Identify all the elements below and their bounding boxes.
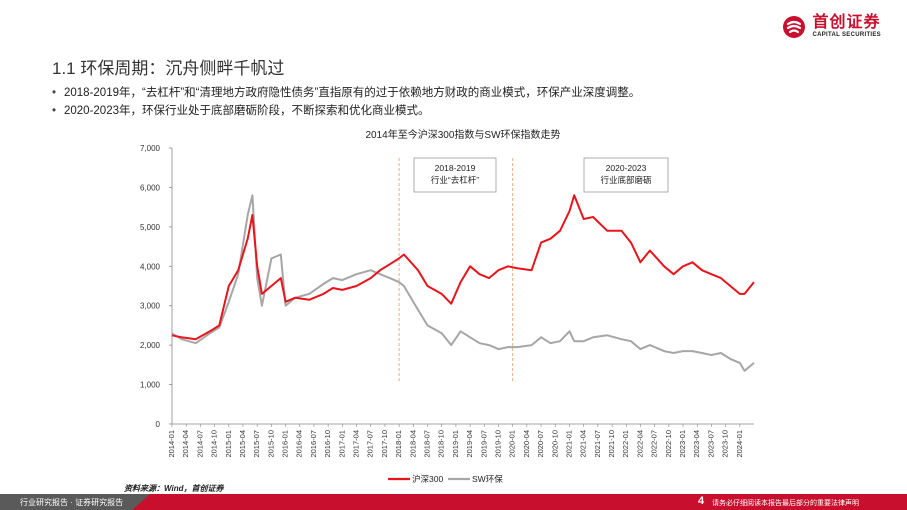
y-tick-label: 6,000 bbox=[140, 183, 161, 192]
x-tick-label: 2018-01 bbox=[394, 430, 403, 458]
x-tick-label: 2023-04 bbox=[692, 430, 701, 458]
x-tick-label: 2021-07 bbox=[593, 430, 602, 458]
sw-env-series-line bbox=[171, 194, 755, 372]
x-tick-label: 2015-01 bbox=[224, 430, 233, 458]
x-tick-label: 2022-10 bbox=[664, 430, 673, 458]
x-tick-label: 2024-01 bbox=[735, 430, 744, 458]
x-tick-label: 2015-10 bbox=[266, 430, 275, 458]
x-tick-label: 2015-04 bbox=[238, 430, 247, 458]
page-number: 4 bbox=[698, 495, 705, 507]
x-tick-label: 2017-07 bbox=[366, 430, 375, 458]
y-tick-label: 5,000 bbox=[140, 223, 161, 232]
page-title: 1.1 环保周期：沉舟侧畔千帆过 bbox=[52, 59, 285, 78]
bullet-item: 2018-2019年，“去杠杆”和“清理地方政府隐性债务”直指原有的过于依赖地方… bbox=[52, 84, 640, 102]
x-tick-label: 2018-10 bbox=[437, 430, 446, 458]
legend-label: 沪深300 bbox=[412, 474, 443, 484]
x-tick-label: 2019-07 bbox=[479, 430, 488, 458]
y-tick-label: 1,000 bbox=[140, 381, 161, 390]
period-annotation-box bbox=[413, 157, 497, 193]
x-tick-label: 2019-10 bbox=[493, 430, 502, 458]
x-tick-label: 2014-10 bbox=[210, 430, 219, 458]
period-annotation-text: 2018-2019 bbox=[435, 163, 476, 173]
bullet-list: 2018-2019年，“去杠杆”和“清理地方政府隐性债务”直指原有的过于依赖地方… bbox=[52, 84, 640, 120]
footer-report-type: 行业研究报告 · 证券研究报告 bbox=[20, 498, 124, 507]
x-tick-label: 2020-10 bbox=[550, 430, 559, 458]
period-annotation-text: 行业底部磨砺 bbox=[600, 175, 652, 185]
x-tick-label: 2016-01 bbox=[281, 430, 290, 458]
x-tick-label: 2023-01 bbox=[678, 430, 687, 458]
data-source: 资料来源：Wind，首创证券 bbox=[124, 484, 224, 493]
bullet-item: 2020-2023年，环保行业处于底部磨砺阶段，不断探索和优化商业模式。 bbox=[52, 102, 640, 120]
x-tick-label: 2017-10 bbox=[380, 430, 389, 458]
x-tick-label: 2016-04 bbox=[295, 430, 304, 458]
y-tick-label: 7,000 bbox=[140, 144, 161, 153]
x-tick-label: 2023-07 bbox=[706, 430, 715, 458]
period-annotation-text: 行业“去杠杆” bbox=[431, 175, 479, 185]
y-tick-label: 3,000 bbox=[140, 302, 161, 311]
capital-securities-logo-icon bbox=[783, 15, 806, 38]
x-tick-label: 2022-07 bbox=[650, 430, 659, 458]
x-tick-label: 2018-04 bbox=[408, 430, 417, 458]
x-tick-label: 2017-01 bbox=[337, 430, 346, 458]
y-tick-label: 2,000 bbox=[140, 341, 161, 350]
x-tick-label: 2019-01 bbox=[451, 430, 460, 458]
x-tick-label: 2023-10 bbox=[721, 430, 730, 458]
legal-disclaimer: 请务必仔细阅读本报告最后部分的重要法律声明 bbox=[712, 500, 859, 507]
x-tick-label: 2021-04 bbox=[579, 430, 588, 458]
footer-left-panel bbox=[0, 494, 150, 510]
x-tick-label: 2016-10 bbox=[323, 430, 332, 458]
x-tick-label: 2017-04 bbox=[352, 430, 361, 458]
legend-label: SW环保 bbox=[472, 474, 503, 484]
x-tick-label: 2014-07 bbox=[195, 430, 204, 458]
x-tick-label: 2018-07 bbox=[422, 430, 431, 458]
period-annotation-box bbox=[583, 157, 669, 193]
brand-name-en: CAPITAL SECURITIES bbox=[812, 32, 881, 38]
period-annotation-text: 2020-2023 bbox=[606, 163, 647, 173]
x-tick-label: 2021-01 bbox=[564, 430, 573, 458]
x-tick-label: 2020-07 bbox=[536, 430, 545, 458]
x-tick-label: 2022-04 bbox=[635, 430, 644, 458]
index-trend-chart: 2014年至今沪深300指数与SW环保指数走势 0 1,000 2,000 3,000 4… bbox=[140, 128, 755, 484]
x-tick-label: 2016-07 bbox=[309, 430, 318, 458]
x-tick-label: 2020-01 bbox=[508, 430, 517, 458]
y-tick-label: 0 bbox=[156, 420, 161, 429]
x-tick-label: 2014-04 bbox=[181, 430, 190, 458]
x-tick-label: 2020-04 bbox=[522, 430, 531, 458]
brand-logo: 首创证券 CAPITAL SECURITIES bbox=[782, 14, 881, 39]
x-tick-label: 2014-01 bbox=[167, 430, 176, 458]
x-tick-label: 2015-07 bbox=[252, 430, 261, 458]
x-tick-label: 2022-01 bbox=[621, 430, 630, 458]
brand-name-cn: 首创证券 bbox=[812, 14, 881, 31]
chart-title: 2014年至今沪深300指数与SW环保指数走势 bbox=[365, 128, 560, 141]
y-tick-label: 4,000 bbox=[140, 262, 161, 271]
x-tick-label: 2021-10 bbox=[607, 430, 616, 458]
x-tick-label: 2019-04 bbox=[465, 430, 474, 458]
footer-bar bbox=[0, 494, 907, 510]
hs300-series-line bbox=[171, 194, 755, 341]
